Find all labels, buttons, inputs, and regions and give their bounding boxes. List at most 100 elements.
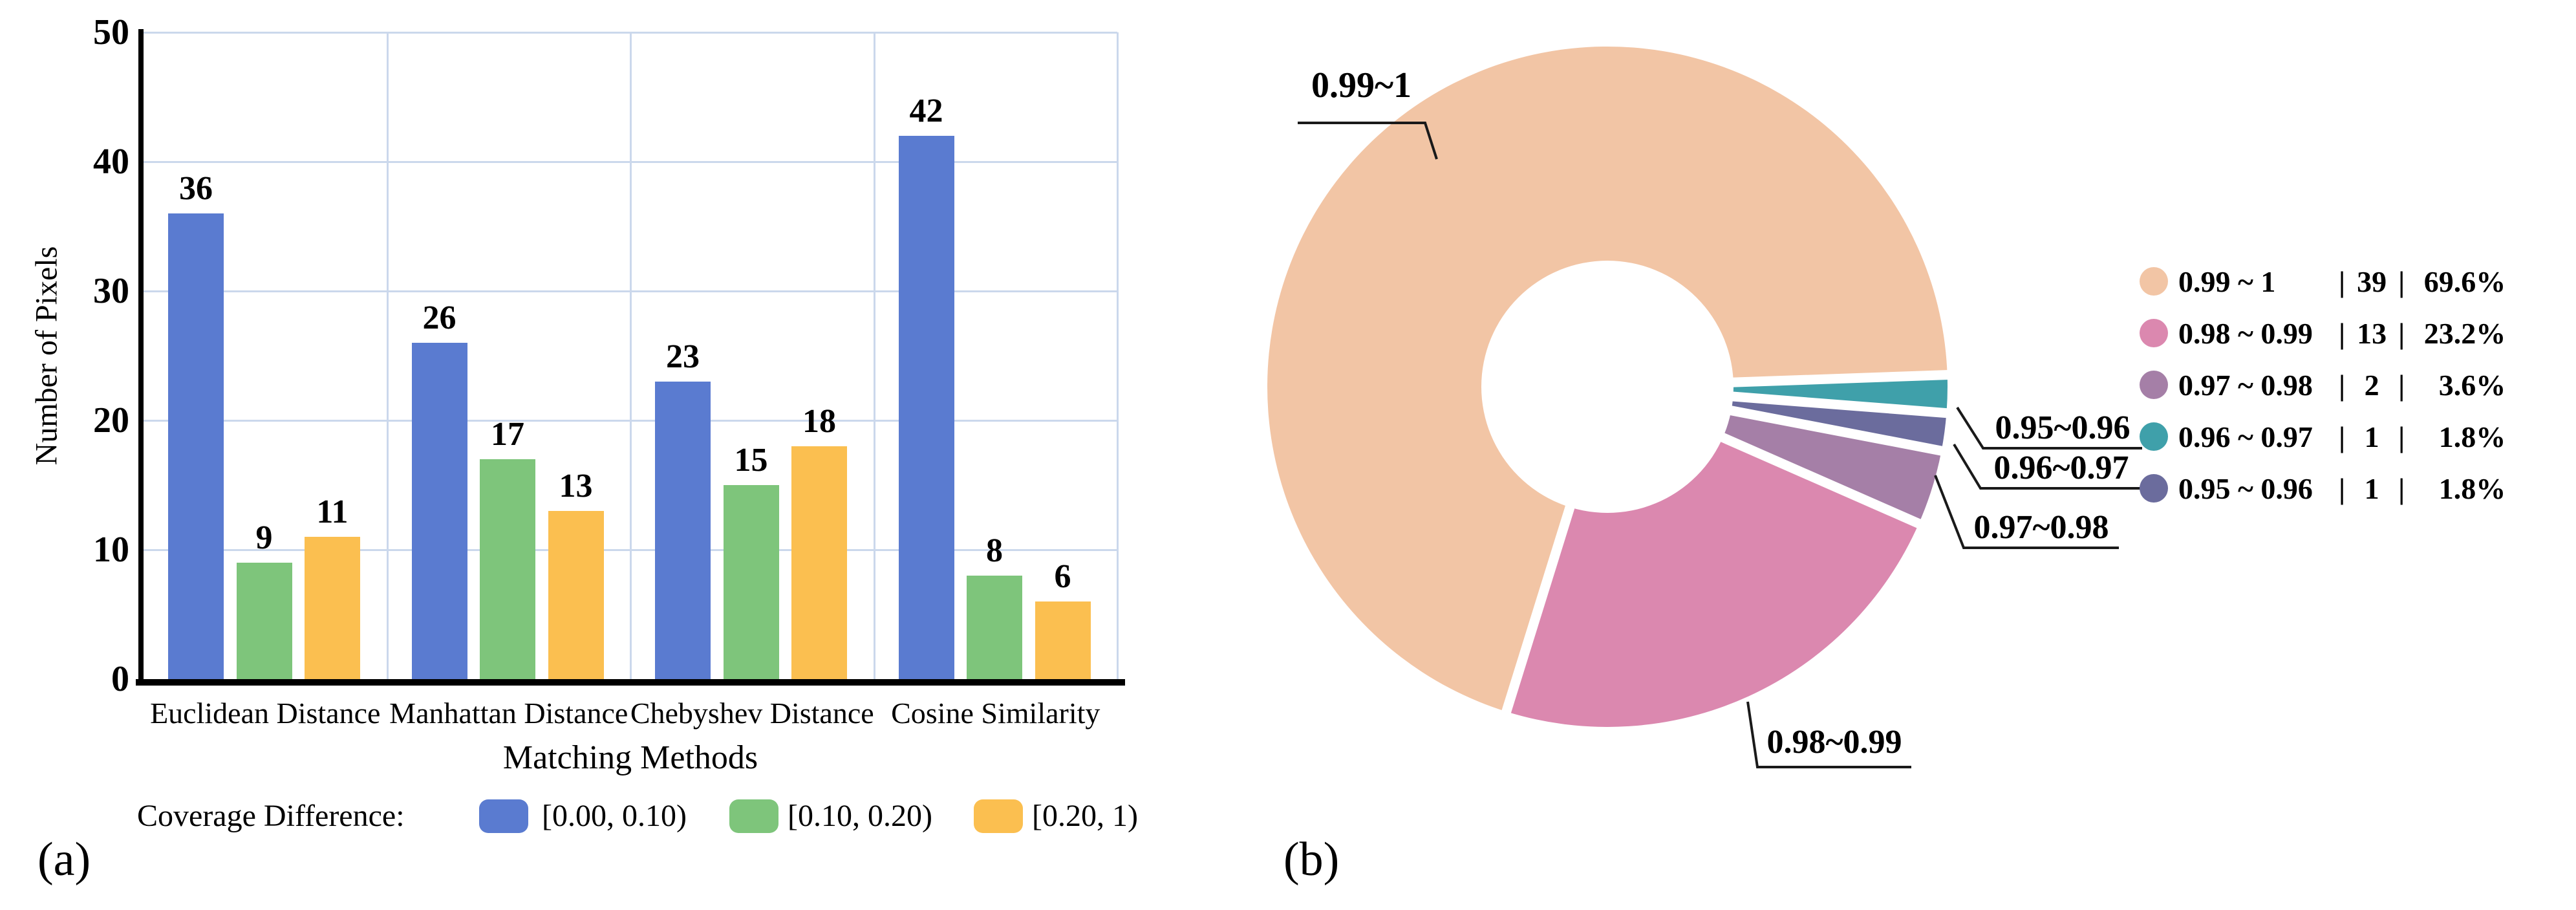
pie-legend-range: 0.96 ~ 0.97	[2178, 420, 2313, 453]
panel-b-label: (b)	[1283, 833, 1340, 886]
bar-legend-item-label: [0.10, 0.20)	[788, 799, 932, 833]
bar-value-label: 6	[1054, 558, 1071, 595]
bar	[305, 537, 360, 679]
pie-callout-label: 0.99~1	[1311, 65, 1412, 105]
pie-callout-line	[1934, 475, 2119, 549]
category-label: Euclidean Distance	[150, 697, 381, 730]
donut-hole	[1481, 261, 1733, 513]
pie-legend-range: 0.95 ~ 0.96	[2178, 471, 2313, 505]
bar	[967, 576, 1022, 679]
pie-legend-separator: |	[2339, 316, 2346, 350]
bar	[548, 511, 604, 679]
pie-legend-row: 0.99 ~ 1 | 39 | 69.6%	[2140, 265, 2506, 298]
bar-legend-item-label: [0.00, 0.10)	[542, 799, 687, 833]
pie-legend-separator: |	[2398, 420, 2405, 453]
pie-legend-row: 0.97 ~ 0.98 | 2 | 3.6%	[2140, 368, 2506, 402]
y-tick-label: 0	[111, 659, 129, 699]
bar-value-label: 9	[255, 519, 273, 556]
bar	[791, 446, 847, 679]
pie-legend-separator: |	[2398, 368, 2405, 402]
pie-callout-label: 0.97~0.98	[1973, 509, 2109, 546]
pie-legend-dot	[2140, 371, 2168, 399]
bar-value-label: 13	[559, 468, 593, 504]
bar	[723, 485, 779, 679]
pie-legend-dot	[2140, 422, 2168, 451]
y-tick-label: 20	[93, 400, 129, 440]
pie-legend-pct: 1.8%	[2438, 471, 2506, 505]
panel-a-label: (a)	[38, 833, 91, 886]
bar-value-label: 18	[802, 403, 836, 440]
y-tick-label: 40	[93, 142, 129, 182]
pie-legend-pct: 69.6%	[2423, 265, 2506, 298]
bar-legend-title: Coverage Difference:	[137, 799, 405, 833]
donut-chart-panel: 0.95~0.96 0.96~0.97 0.97~0.98 0.98~0.99 0.99…	[1261, 0, 2576, 910]
pie-legend-separator: |	[2339, 420, 2346, 453]
bar	[411, 343, 467, 679]
donut-svg	[1267, 46, 2142, 768]
bar-chart-panel: 0 10 20 30 40 50 36 26 23 42 9 17 15 8 11 13 18 6 Euclidea…	[0, 0, 1261, 910]
bar-legend-swatch	[974, 799, 1023, 833]
pie-legend-dot	[2140, 267, 2168, 296]
bar-value-label: 17	[491, 416, 524, 453]
pie-legend-row: 0.98 ~ 0.99 | 13 | 23.2%	[2140, 316, 2506, 350]
x-axis-line	[136, 679, 1125, 686]
pie-legend-separator: |	[2398, 265, 2405, 298]
pie-legend-separator: |	[2398, 471, 2405, 505]
pie-legend-separator: |	[2339, 368, 2346, 402]
bar-legend-swatch	[479, 799, 528, 833]
category-label: Chebyshev Distance	[630, 697, 874, 730]
bar	[480, 459, 535, 679]
bar	[898, 136, 954, 679]
pie-callout-label: 0.96~0.97	[1993, 450, 2129, 486]
bar-value-label: 26	[422, 299, 456, 336]
x-axis-title: Matching Methods	[502, 739, 758, 776]
bar-value-label: 15	[734, 442, 768, 479]
pie-legend-count: 1	[2364, 420, 2379, 453]
pie-callout-line	[1298, 122, 1438, 160]
pie-callout-line	[1953, 443, 2142, 490]
bar-value-label: 8	[986, 532, 1003, 569]
category-label: Manhattan Distance	[389, 697, 628, 730]
y-tick-label: 50	[93, 12, 129, 52]
bar-value-label: 23	[666, 338, 700, 375]
pie-legend-range: 0.99 ~ 1	[2178, 265, 2276, 298]
category-label: Cosine Similarity	[891, 697, 1100, 730]
pie-callout-line	[1746, 701, 1911, 768]
y-tick-label: 10	[93, 530, 129, 570]
pie-legend-row: 0.96 ~ 0.97 | 1 | 1.8%	[2140, 420, 2506, 453]
pie-legend-pct: 1.8%	[2438, 420, 2506, 453]
donut-legend: 0.99 ~ 1 | 39 | 69.6% 0.98 ~ 0.99 | 13 | 23.2% 0.9…	[2140, 265, 2506, 505]
pie-legend-count: 13	[2357, 316, 2387, 350]
pie-legend-separator: |	[2339, 265, 2346, 298]
bar-value-label: 42	[909, 92, 943, 129]
pie-callout-label: 0.98~0.99	[1766, 724, 1902, 761]
pie-legend-row: 0.95 ~ 0.96 | 1 | 1.8%	[2140, 471, 2506, 505]
grid-line-v	[873, 32, 875, 679]
pie-legend-dot	[2140, 319, 2168, 347]
pie-legend-count: 39	[2357, 265, 2387, 298]
pie-legend-count: 1	[2364, 471, 2379, 505]
pie-legend-separator: |	[2398, 316, 2405, 350]
pie-legend-pct: 3.6%	[2438, 368, 2506, 402]
bar-legend-swatch	[729, 799, 778, 833]
y-axis-title: Number of Pixels	[29, 246, 64, 466]
y-tick-label: 30	[93, 271, 129, 311]
bar	[655, 382, 711, 679]
grid-line-v	[386, 32, 389, 679]
pie-legend-dot	[2140, 474, 2168, 503]
y-axis-line	[138, 29, 144, 684]
pie-callout-line	[1956, 406, 2142, 450]
pie-legend-count: 2	[2364, 368, 2379, 402]
bar	[168, 213, 224, 679]
pie-callout-label: 0.95~0.96	[1995, 409, 2131, 446]
pie-legend-range: 0.98 ~ 0.99	[2178, 316, 2313, 350]
pie-legend-separator: |	[2339, 471, 2346, 505]
grid-line-v	[630, 32, 632, 679]
bar	[1035, 601, 1091, 679]
bar-value-label: 11	[316, 493, 349, 530]
pie-legend-pct: 23.2%	[2423, 316, 2506, 350]
pie-legend-range: 0.97 ~ 0.98	[2178, 368, 2313, 402]
bar-value-label: 36	[179, 170, 213, 207]
bar	[236, 563, 292, 679]
